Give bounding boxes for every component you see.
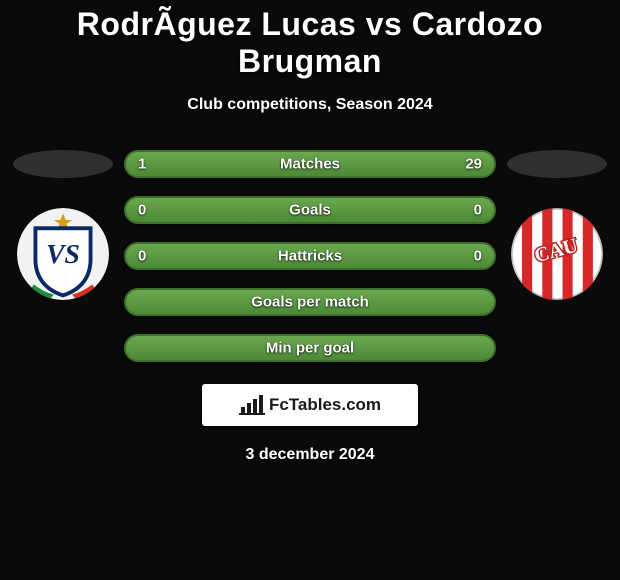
stat-label: Matches <box>280 156 340 173</box>
stat-bar-goals-per-match: Goals per match <box>124 288 496 316</box>
stat-bar-hattricks: 0 Hattricks 0 <box>124 242 496 270</box>
right-player-column: CAU <box>502 150 612 300</box>
stat-label: Goals <box>289 202 331 219</box>
stat-left-value: 0 <box>138 248 146 265</box>
stat-bar-goals: 0 Goals 0 <box>124 196 496 224</box>
stat-left-value: 0 <box>138 202 146 219</box>
left-crest-monogram: VS <box>46 238 80 269</box>
brand-box[interactable]: FcTables.com <box>202 384 418 426</box>
comparison-card: RodrÃ­guez Lucas vs Cardozo Brugman Club… <box>0 0 620 580</box>
left-player-ellipse <box>13 150 113 178</box>
left-crest-svg: VS <box>17 208 109 300</box>
content-row: VS 1 Matches 29 0 Goals 0 0 Hattricks 0 <box>0 150 620 362</box>
stat-bar-matches: 1 Matches 29 <box>124 150 496 178</box>
brand-text: FcTables.com <box>269 395 381 415</box>
stat-label: Goals per match <box>251 294 369 311</box>
stat-bars: 1 Matches 29 0 Goals 0 0 Hattricks 0 Goa… <box>118 150 502 362</box>
left-club-crest: VS <box>17 208 109 300</box>
subtitle: Club competitions, Season 2024 <box>0 96 620 114</box>
stat-label: Hattricks <box>278 248 342 265</box>
right-club-crest: CAU <box>511 208 603 300</box>
right-player-ellipse <box>507 150 607 178</box>
stat-right-value: 0 <box>474 202 482 219</box>
left-player-column: VS <box>8 150 118 300</box>
right-crest-svg: CAU <box>511 208 603 300</box>
footer-date: 3 december 2024 <box>0 446 620 464</box>
stat-label: Min per goal <box>266 340 354 357</box>
stat-left-value: 1 <box>138 156 146 173</box>
stat-bar-min-per-goal: Min per goal <box>124 334 496 362</box>
stat-right-value: 29 <box>465 156 482 173</box>
stat-right-value: 0 <box>474 248 482 265</box>
page-title: RodrÃ­guez Lucas vs Cardozo Brugman <box>0 6 620 80</box>
bar-chart-icon <box>239 395 265 415</box>
